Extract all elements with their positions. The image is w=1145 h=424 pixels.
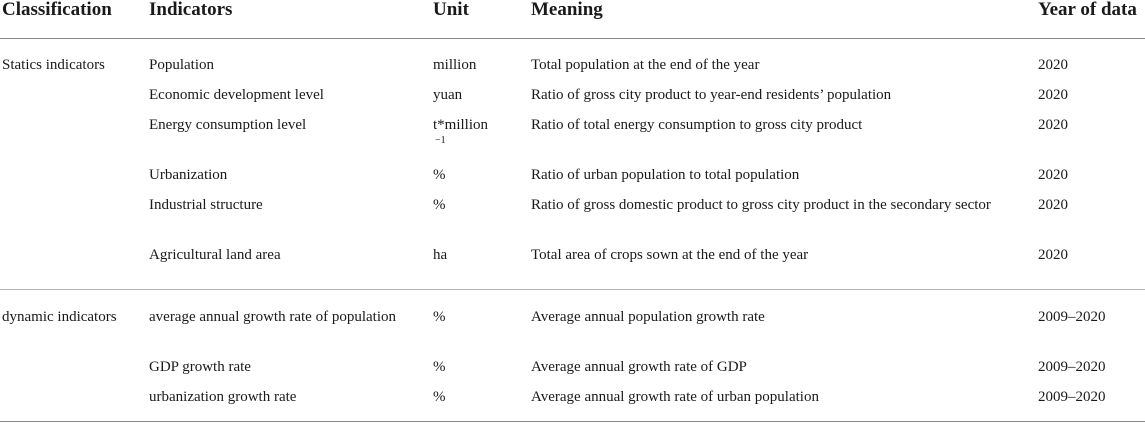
unit-cell: t*million −1 bbox=[433, 114, 488, 146]
year-cell: 2020 bbox=[1038, 247, 1068, 263]
meaning-cell: Ratio of total energy consumption to gro… bbox=[531, 117, 863, 133]
unit-cell: ha bbox=[433, 247, 448, 263]
unit-superscript: −1 bbox=[435, 135, 446, 146]
year-cell: 2020 bbox=[1038, 167, 1068, 183]
header-indicators: Indicators bbox=[149, 0, 233, 20]
group-classification-statics: Statics indicators bbox=[2, 57, 105, 73]
meaning-cell: Total population at the end of the year bbox=[531, 57, 760, 73]
year-cell: 2020 bbox=[1038, 197, 1068, 213]
header-meaning: Meaning bbox=[531, 0, 603, 20]
indicator-cell: Population bbox=[149, 57, 215, 73]
indicator-cell: Urbanization bbox=[149, 167, 228, 183]
group-classification-dynamic: dynamic indicators bbox=[2, 309, 117, 325]
indicator-cell: GDP growth rate bbox=[149, 359, 251, 375]
unit-cell: % bbox=[433, 197, 446, 213]
meaning-cell: Average annual growth rate of urban popu… bbox=[531, 389, 819, 405]
header-classification: Classification bbox=[2, 0, 112, 20]
table-header: Classification Indicators Unit Meaning Y… bbox=[0, 0, 1145, 39]
meaning-cell: Average annual growth rate of GDP bbox=[531, 359, 747, 375]
indicator-cell: urbanization growth rate bbox=[149, 389, 297, 405]
year-cell: 2020 bbox=[1038, 87, 1068, 103]
indicator-cell: average annual growth rate of population bbox=[149, 309, 396, 325]
indicator-cell: Industrial structure bbox=[149, 197, 263, 213]
header-unit: Unit bbox=[433, 0, 469, 20]
indicator-cell: Economic development level bbox=[149, 87, 324, 103]
year-cell: 2009–2020 bbox=[1038, 309, 1106, 325]
header-year: Year of data bbox=[1038, 0, 1137, 20]
unit-cell: % bbox=[433, 309, 446, 325]
table-bottom-rule bbox=[0, 421, 1145, 422]
indicator-cell: Energy consumption level bbox=[149, 117, 307, 133]
meaning-cell: Ratio of gross domestic product to gross… bbox=[531, 197, 991, 213]
meaning-cell: Ratio of gross city product to year-end … bbox=[531, 87, 892, 103]
year-cell: 2020 bbox=[1038, 117, 1068, 133]
year-cell: 2020 bbox=[1038, 57, 1068, 73]
year-cell: 2009–2020 bbox=[1038, 359, 1106, 375]
meaning-cell: Total area of crops sown at the end of t… bbox=[531, 247, 809, 263]
indicator-cell: Agricultural land area bbox=[149, 247, 281, 263]
unit-cell: yuan bbox=[433, 87, 463, 103]
unit-cell: % bbox=[433, 167, 446, 183]
meaning-cell: Ratio of urban population to total popul… bbox=[531, 167, 800, 183]
unit-cell: % bbox=[433, 389, 446, 405]
unit-text: t*million bbox=[433, 117, 489, 133]
unit-cell: % bbox=[433, 359, 446, 375]
group-divider bbox=[0, 289, 1145, 290]
year-cell: 2009–2020 bbox=[1038, 389, 1106, 405]
meaning-cell: Average annual population growth rate bbox=[531, 309, 765, 325]
unit-cell: million bbox=[433, 57, 477, 73]
